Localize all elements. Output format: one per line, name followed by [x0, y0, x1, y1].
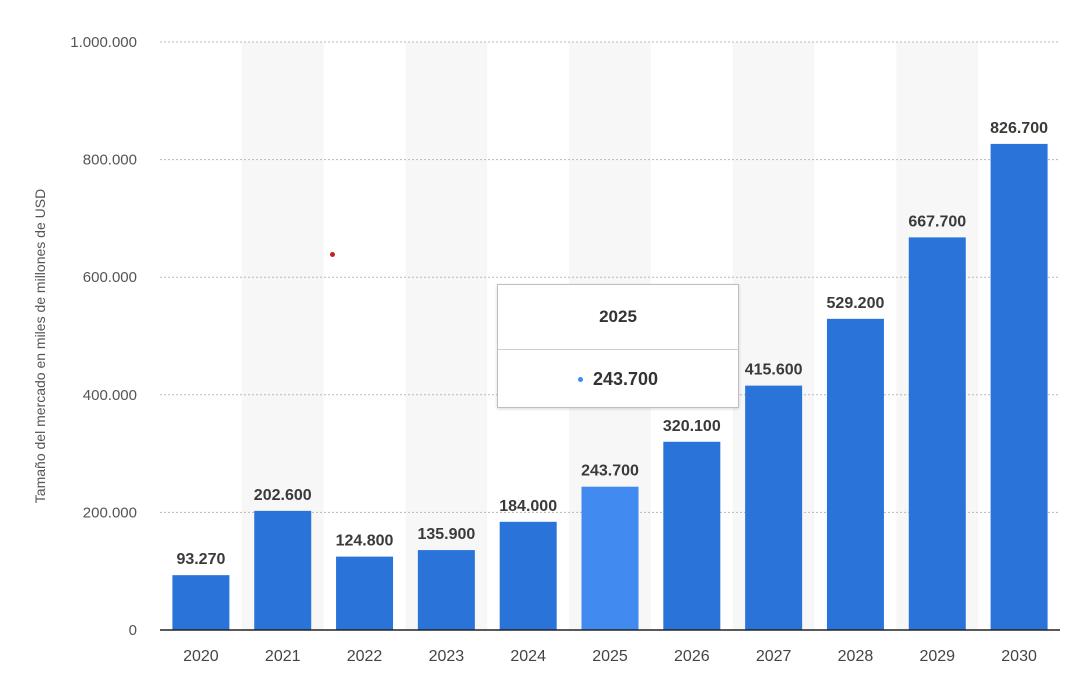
- y-tick-label: 600.000: [83, 269, 137, 286]
- bar-2021[interactable]: [254, 510, 312, 630]
- bars: [172, 143, 1048, 631]
- category-band: [405, 42, 488, 630]
- data-label-2020: 93.270: [176, 551, 225, 568]
- y-tick-label: 400.000: [83, 387, 137, 404]
- x-tick-label-2030: 2030: [1001, 648, 1037, 665]
- y-tick-label: 1.000.000: [70, 34, 137, 51]
- tooltip-value-row: 243.700: [498, 350, 738, 408]
- x-tick-label-2027: 2027: [756, 648, 792, 665]
- data-label-2029: 667.700: [908, 213, 966, 230]
- bar-2025[interactable]: [581, 486, 639, 630]
- x-tick-labels: 2020 2021 2022 2023 2024 2025 2026 2027 2028 2029…: [183, 648, 1037, 665]
- bar-2027[interactable]: [745, 385, 803, 630]
- x-tick-label-2028: 2028: [838, 648, 874, 665]
- y-axis-title: Tamaño del mercado en miles de millones …: [32, 189, 48, 503]
- x-tick-label-2024: 2024: [510, 648, 546, 665]
- x-tick-label-2029: 2029: [919, 648, 955, 665]
- bar-2024[interactable]: [499, 521, 557, 630]
- x-tick-label-2026: 2026: [674, 648, 710, 665]
- data-label-2024: 184.000: [499, 498, 557, 515]
- bar-2022[interactable]: [336, 556, 394, 630]
- highlight-marker: [330, 252, 335, 257]
- tooltip-title: 2025: [498, 285, 738, 350]
- x-tick-label-2022: 2022: [347, 648, 383, 665]
- bar-2030[interactable]: [990, 143, 1048, 631]
- tooltip: 2025 243.700: [497, 284, 739, 408]
- y-tick-label: 0: [129, 622, 137, 639]
- series-dot-icon: [577, 376, 583, 382]
- x-tick-label-2021: 2021: [265, 648, 301, 665]
- data-label-2030: 826.700: [990, 120, 1048, 137]
- tooltip-value: 243.700: [592, 368, 659, 389]
- x-tick-label-2020: 2020: [183, 648, 219, 665]
- data-label-2028: 529.200: [827, 295, 885, 312]
- bar-2029[interactable]: [908, 237, 966, 630]
- data-labels: 93.270 202.600 124.800 135.900 184.000 243.70…: [176, 120, 1048, 568]
- x-tick-label-2023: 2023: [429, 648, 465, 665]
- bar-2026[interactable]: [663, 441, 721, 630]
- data-label-2022: 124.800: [336, 533, 394, 550]
- data-label-2027: 415.600: [745, 362, 803, 379]
- data-label-2021: 202.600: [254, 487, 312, 504]
- x-tick-label-2025: 2025: [592, 648, 628, 665]
- y-tick-labels: 0 200.000 400.000 600.000 800.000 1.000.000: [70, 34, 137, 639]
- y-tick-label: 200.000: [83, 504, 137, 521]
- data-label-2023: 135.900: [417, 526, 475, 543]
- bar-2023[interactable]: [417, 550, 475, 630]
- data-label-2026: 320.100: [663, 418, 721, 435]
- bar-2020[interactable]: [172, 575, 230, 630]
- bar-2028[interactable]: [826, 318, 884, 630]
- y-tick-label: 800.000: [83, 152, 137, 169]
- data-label-2025: 243.700: [581, 463, 639, 480]
